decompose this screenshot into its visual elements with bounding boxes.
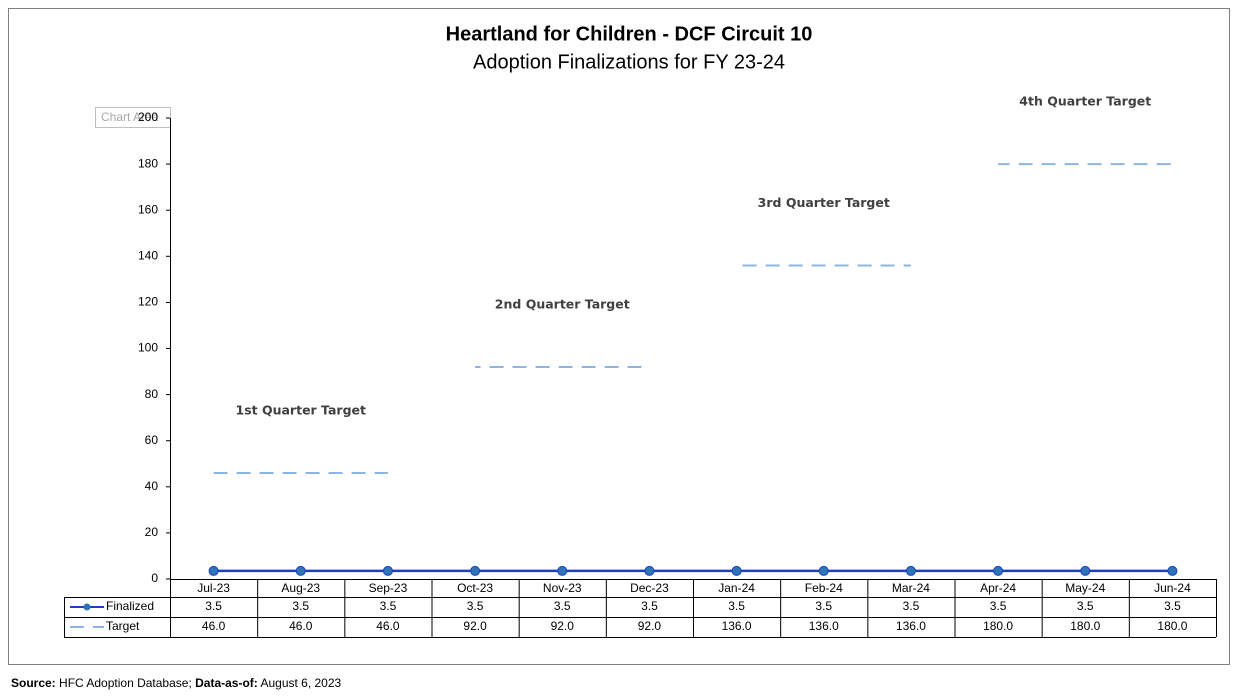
point xyxy=(818,565,829,576)
chart-subtitle: Adoption Finalizations for FY 23-24 xyxy=(473,51,785,73)
x-tick-label: Jan-24 xyxy=(718,581,755,595)
x-tick-label: Nov-23 xyxy=(543,581,582,595)
legend-label: Target xyxy=(106,619,140,633)
point xyxy=(644,565,655,576)
source-label: Source: xyxy=(11,676,56,690)
y-tick-label: 160 xyxy=(138,202,158,216)
y-tick-label: 20 xyxy=(145,525,159,539)
annotation: 2nd Quarter Target xyxy=(495,296,630,311)
annotation: 4th Quarter Target xyxy=(1019,94,1151,109)
x-tick-label: Dec-23 xyxy=(630,581,669,595)
point xyxy=(557,565,568,576)
data-label: 46.0 xyxy=(289,619,313,633)
x-tick-label: May-24 xyxy=(1065,581,1105,595)
data-label: 92.0 xyxy=(463,619,487,633)
data-label: 136.0 xyxy=(896,619,926,633)
data-label: 3.5 xyxy=(1077,599,1094,613)
data-label: 3.5 xyxy=(1164,599,1181,613)
data-label: 3.5 xyxy=(292,599,309,613)
point xyxy=(470,565,481,576)
point xyxy=(208,565,219,576)
y-tick-label: 100 xyxy=(138,341,158,355)
x-tick-label: Feb-24 xyxy=(805,581,843,595)
data-label: 180.0 xyxy=(1070,619,1100,633)
legend-label: Finalized xyxy=(106,599,154,613)
x-tick-label: Aug-23 xyxy=(281,581,320,595)
data-label: 136.0 xyxy=(722,619,752,633)
y-tick-label: 120 xyxy=(138,295,158,309)
y-tick-label: 140 xyxy=(138,248,158,262)
data-label: 3.5 xyxy=(641,599,658,613)
y-tick-label: 180 xyxy=(138,156,158,170)
data-label: 3.5 xyxy=(467,599,484,613)
point xyxy=(1080,565,1091,576)
legend-marker xyxy=(83,603,91,611)
data-label: 3.5 xyxy=(728,599,745,613)
y-tick-label: 80 xyxy=(145,387,159,401)
footnote: Source: HFC Adoption Database; Data-as-o… xyxy=(11,676,342,690)
data-label: 3.5 xyxy=(990,599,1007,613)
annotation: 1st Quarter Target xyxy=(236,402,366,417)
data-label: 92.0 xyxy=(551,619,575,633)
date: August 6, 2023 xyxy=(260,676,341,690)
annotation: 3rd Quarter Target xyxy=(758,195,890,210)
data-label: 92.0 xyxy=(638,619,662,633)
source: HFC Adoption Database; xyxy=(59,676,192,690)
data-label: 180.0 xyxy=(1157,619,1187,633)
data-label: 136.0 xyxy=(809,619,839,633)
x-tick-label: Jun-24 xyxy=(1154,581,1191,595)
y-tick-label: 40 xyxy=(145,479,159,493)
y-tick-label: 200 xyxy=(138,110,158,124)
data-label: 3.5 xyxy=(205,599,222,613)
point xyxy=(731,565,742,576)
data-label: 3.5 xyxy=(554,599,571,613)
x-tick-label: Apr-24 xyxy=(980,581,1016,595)
data-label: 180.0 xyxy=(983,619,1013,633)
point xyxy=(1167,565,1178,576)
chart-frame xyxy=(8,8,1230,665)
tooltip-box xyxy=(95,107,171,128)
x-tick-label: Sep-23 xyxy=(369,581,408,595)
data-label: 3.5 xyxy=(815,599,832,613)
x-tick-label: Jul-23 xyxy=(197,581,230,595)
data-label: 46.0 xyxy=(202,619,226,633)
point xyxy=(905,565,916,576)
data-label: 46.0 xyxy=(376,619,400,633)
point xyxy=(295,565,306,576)
y-tick-label: 0 xyxy=(151,571,158,585)
x-tick-label: Mar-24 xyxy=(892,581,930,595)
tooltip: Chart Area xyxy=(101,110,159,124)
point xyxy=(993,565,1004,576)
point xyxy=(382,565,393,576)
data-label: 3.5 xyxy=(380,599,397,613)
data-label: 3.5 xyxy=(903,599,920,613)
date-label: Data-as-of: xyxy=(195,676,258,690)
x-tick-label: Oct-23 xyxy=(457,581,493,595)
y-tick-label: 60 xyxy=(145,433,159,447)
chart-title: Heartland for Children - DCF Circuit 10 xyxy=(446,23,813,45)
